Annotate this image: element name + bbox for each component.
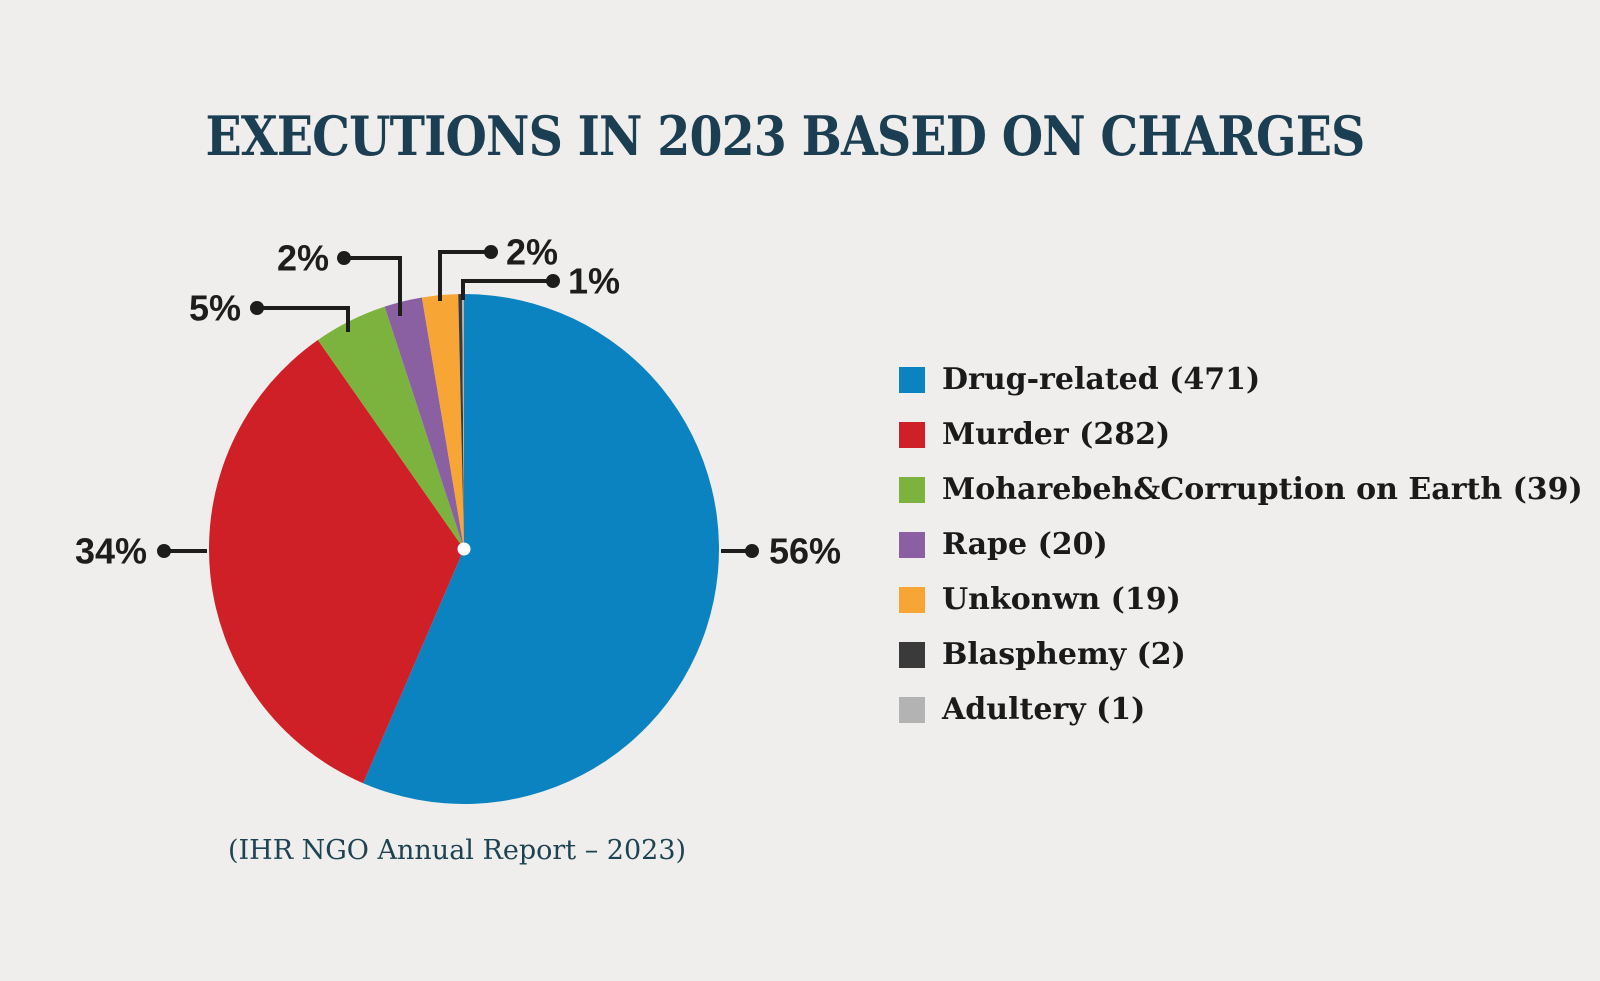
leader-line-blasphemy bbox=[461, 279, 553, 300]
leader-line-rape bbox=[344, 256, 402, 316]
legend-swatch-murder bbox=[899, 422, 925, 448]
legend-item-murder: Murder (282) bbox=[899, 417, 1583, 452]
pie-slice-rape bbox=[384, 297, 464, 549]
leader-line-moharebeh-corruption-on-earth bbox=[257, 306, 350, 332]
legend-label-drug-related: Drug-related (471) bbox=[942, 362, 1261, 397]
legend-label-rape: Rape (20) bbox=[942, 527, 1108, 562]
leader-dot-murder bbox=[157, 544, 171, 558]
legend-item-rape: Rape (20) bbox=[899, 527, 1583, 562]
pie-slice-drug-related bbox=[363, 294, 719, 804]
legend-item-moharebeh-corruption-on-earth: Moharebeh&Corruption on Earth (39) bbox=[899, 472, 1583, 507]
legend-swatch-drug-related bbox=[899, 367, 925, 393]
percent-label-drug-related: 56% bbox=[769, 531, 841, 572]
pie-slice-adultery bbox=[462, 294, 464, 549]
page-title: EXECUTIONS IN 2023 BASED ON CHARGES bbox=[205, 104, 1366, 169]
leader-dot-unkonwn bbox=[484, 245, 498, 259]
leader-line-unkonwn bbox=[438, 250, 491, 301]
leader-dot-rape bbox=[337, 251, 351, 265]
source-note: (IHR NGO Annual Report – 2023) bbox=[227, 835, 687, 866]
pie-slice-moharebeh-corruption-on-earth bbox=[317, 306, 464, 549]
pie-center-dot bbox=[457, 542, 471, 556]
legend-label-moharebeh-corruption-on-earth: Moharebeh&Corruption on Earth (39) bbox=[942, 472, 1583, 507]
pie-slice-unkonwn bbox=[421, 294, 464, 549]
legend-label-adultery: Adultery (1) bbox=[942, 692, 1146, 727]
percent-label-rape: 2% bbox=[277, 238, 329, 279]
percent-label-moharebeh-corruption-on-earth: 5% bbox=[189, 288, 241, 329]
legend-item-unkonwn: Unkonwn (19) bbox=[899, 582, 1583, 617]
legend-item-adultery: Adultery (1) bbox=[899, 692, 1583, 727]
legend-swatch-rape bbox=[899, 532, 925, 558]
percent-label-blasphemy: 1% bbox=[568, 261, 620, 302]
leader-dot-drug-related bbox=[745, 544, 759, 558]
legend-item-blasphemy: Blasphemy (2) bbox=[899, 637, 1583, 672]
leader-dot-moharebeh-corruption-on-earth bbox=[250, 301, 264, 315]
legend: Drug-related (471) Murder (282) Moharebeh&… bbox=[899, 362, 1583, 727]
legend-label-murder: Murder (282) bbox=[942, 417, 1171, 452]
legend-swatch-adultery bbox=[899, 697, 925, 723]
legend-swatch-blasphemy bbox=[899, 642, 925, 668]
pie-slice-blasphemy bbox=[458, 294, 464, 549]
legend-swatch-moharebeh-corruption-on-earth bbox=[899, 477, 925, 503]
pie-slice-murder bbox=[208, 340, 464, 784]
legend-label-blasphemy: Blasphemy (2) bbox=[942, 637, 1186, 672]
legend-item-drug-related: Drug-related (471) bbox=[899, 362, 1583, 397]
percent-label-murder: 34% bbox=[75, 531, 147, 572]
percent-label-unkonwn: 2% bbox=[506, 232, 558, 273]
leader-dot-blasphemy bbox=[546, 274, 560, 288]
legend-label-unkonwn: Unkonwn (19) bbox=[942, 582, 1181, 617]
legend-swatch-unkonwn bbox=[899, 587, 925, 613]
